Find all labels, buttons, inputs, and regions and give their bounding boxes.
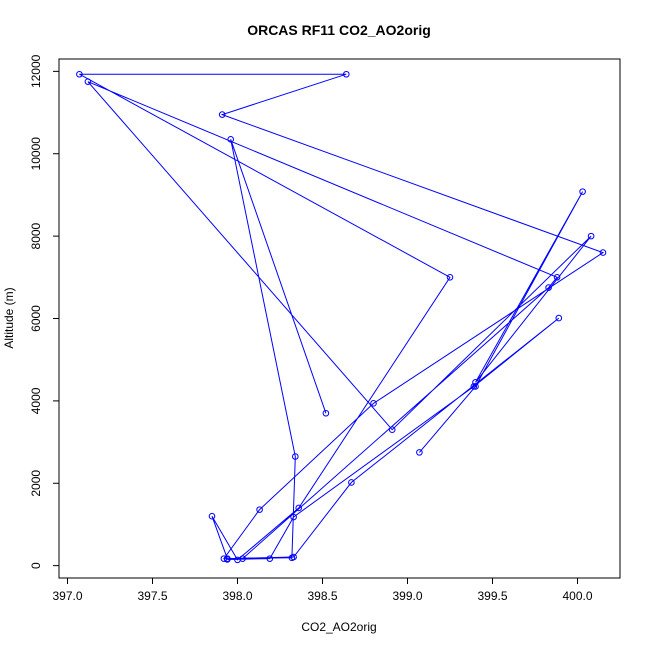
data-point (599, 249, 607, 256)
data-point (218, 111, 226, 118)
data-point (370, 400, 377, 407)
x-tick-label: 399.0 (392, 589, 422, 603)
y-tick-label: 2000 (29, 470, 43, 497)
data-point (227, 136, 234, 143)
data-point (579, 188, 586, 195)
y-tick-label: 8000 (29, 222, 43, 249)
data-point (343, 70, 350, 78)
data-point (470, 383, 478, 390)
x-axis: 397.0 397.5 398.0 398.5 399.0 399.5 400.0 (52, 577, 593, 603)
data-point (587, 232, 595, 240)
data-point (416, 449, 423, 456)
x-tick-label: 398.5 (307, 589, 337, 603)
data-point (348, 479, 355, 486)
data-point (545, 284, 552, 291)
data-point (446, 274, 454, 281)
y-tick-label: 0 (29, 562, 43, 569)
chart-title: ORCAS RF11 CO2_AO2orig (247, 22, 431, 38)
x-axis-label: CO2_AO2orig (301, 620, 376, 634)
data-point (208, 512, 216, 520)
x-tick-label: 400.0 (562, 589, 592, 603)
x-tick-label: 399.5 (477, 589, 507, 603)
data-point (84, 78, 92, 85)
y-tick-label: 4000 (29, 387, 43, 414)
y-tick-label: 12000 (29, 54, 43, 88)
data-point (553, 274, 561, 281)
data-point (266, 555, 274, 562)
data-point (220, 555, 228, 562)
series-line (79, 73, 605, 561)
data-point (472, 379, 479, 386)
y-axis: 0 2000 4000 6000 8000 10000 12000 (29, 54, 60, 569)
series-layer (76, 70, 607, 564)
data-point (76, 70, 83, 78)
data-point (256, 506, 263, 513)
y-axis-label: Altitude (m) (2, 287, 16, 348)
y-tick-label: 6000 (29, 305, 43, 332)
x-tick-label: 398.0 (222, 589, 252, 603)
data-point (322, 409, 330, 417)
data-point (292, 453, 299, 460)
x-tick-label: 397.5 (137, 589, 167, 603)
data-point (224, 555, 231, 562)
data-point (234, 556, 241, 564)
plot-frame (58, 58, 621, 579)
data-point (388, 426, 396, 434)
data-point (295, 504, 303, 512)
data-point (290, 513, 297, 521)
data-point (555, 314, 563, 322)
y-tick-label: 10000 (29, 137, 43, 171)
data-point (288, 554, 296, 562)
x-tick-label: 397.0 (52, 589, 82, 603)
